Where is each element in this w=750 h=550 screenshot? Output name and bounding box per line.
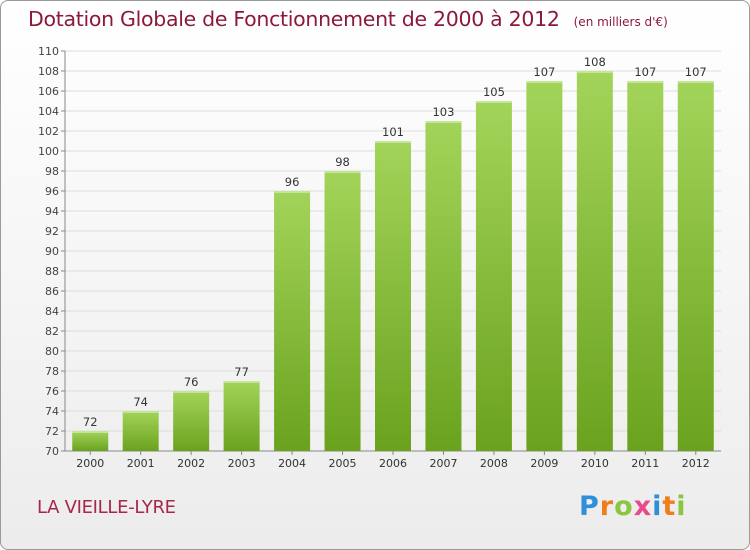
data-label: 108 xyxy=(584,55,606,69)
x-tick-label: 2008 xyxy=(480,457,508,470)
data-label: 76 xyxy=(184,375,199,389)
logo-letter: x xyxy=(633,491,653,522)
chart-title-main: Dotation Globale de Fonctionnement de 20… xyxy=(28,7,560,31)
data-label: 103 xyxy=(432,105,454,119)
bar-top-highlight xyxy=(223,381,260,383)
data-label: 107 xyxy=(533,65,555,79)
bar xyxy=(677,81,714,451)
x-tick-label: 2002 xyxy=(177,457,205,470)
bar-top-highlight xyxy=(425,121,462,123)
x-tick-label: 2001 xyxy=(127,457,155,470)
y-tick-label: 100 xyxy=(38,145,59,158)
x-tick-label: 2000 xyxy=(76,457,104,470)
data-label: 98 xyxy=(335,155,350,169)
bar-top-highlight xyxy=(627,81,664,83)
y-tick-label: 70 xyxy=(45,445,59,458)
bar-top-highlight xyxy=(526,81,563,83)
x-tick-label: 2006 xyxy=(379,457,407,470)
y-tick-label: 104 xyxy=(38,105,59,118)
x-tick-label: 2005 xyxy=(329,457,357,470)
y-tick-label: 84 xyxy=(45,305,59,318)
y-tick-label: 102 xyxy=(38,125,59,138)
bar-top-highlight xyxy=(475,101,512,103)
chart-title: Dotation Globale de Fonctionnement de 20… xyxy=(28,7,668,31)
logo-letter: r xyxy=(599,491,615,522)
bar xyxy=(375,141,411,451)
x-tick-label: 2003 xyxy=(228,457,256,470)
bar-top-highlight xyxy=(274,191,311,193)
bar xyxy=(475,101,512,451)
bar xyxy=(223,381,260,451)
bar xyxy=(526,81,563,451)
x-tick-label: 2012 xyxy=(682,457,710,470)
y-tick-label: 76 xyxy=(45,385,59,398)
proxiti-logo: Proxiti xyxy=(579,491,687,522)
bar xyxy=(627,81,664,451)
y-tick-label: 78 xyxy=(45,365,59,378)
logo-letter: i xyxy=(652,491,663,522)
data-label: 77 xyxy=(234,365,249,379)
y-tick-label: 72 xyxy=(45,425,59,438)
bar xyxy=(72,431,109,451)
bar xyxy=(274,191,311,451)
y-tick-label: 96 xyxy=(45,185,59,198)
y-tick-label: 74 xyxy=(45,405,59,418)
chart-subtitle: (en milliers d'€) xyxy=(573,15,668,29)
x-tick-label: 2004 xyxy=(278,457,306,470)
y-tick-label: 92 xyxy=(45,225,59,238)
data-label: 107 xyxy=(685,65,707,79)
y-tick-label: 110 xyxy=(38,45,59,58)
x-tick-label: 2010 xyxy=(581,457,609,470)
bar-top-highlight xyxy=(324,171,361,173)
commune-name: LA VIEILLE-LYRE xyxy=(37,497,176,518)
data-label: 96 xyxy=(285,175,300,189)
logo-letter: P xyxy=(579,491,600,522)
y-tick-label: 98 xyxy=(45,165,59,178)
data-label: 101 xyxy=(382,125,404,139)
bar-top-highlight xyxy=(375,141,411,143)
bar xyxy=(122,411,159,451)
bars xyxy=(72,71,714,451)
y-tick-label: 88 xyxy=(45,265,59,278)
y-tick-label: 86 xyxy=(45,285,59,298)
logo-letter: t xyxy=(662,491,677,522)
bar-top-highlight xyxy=(122,411,159,413)
y-tick-label: 82 xyxy=(45,325,59,338)
data-label: 72 xyxy=(83,415,98,429)
bar xyxy=(324,171,361,451)
logo-letter: o xyxy=(614,491,634,522)
y-tick-label: 94 xyxy=(45,205,59,218)
data-labels: 72 74 76 77 96 98 101 103 105 107 108 107 107 xyxy=(83,55,707,429)
bar-top-highlight xyxy=(576,71,613,73)
x-tick-label: 2009 xyxy=(530,457,558,470)
y-tick-label: 80 xyxy=(45,345,59,358)
bar-top-highlight xyxy=(72,431,109,433)
bar-top-highlight xyxy=(677,81,714,83)
data-label: 107 xyxy=(634,65,656,79)
data-label: 74 xyxy=(133,395,148,409)
y-tick-label: 90 xyxy=(45,245,59,258)
bar-top-highlight xyxy=(173,391,210,393)
x-tick-label: 2007 xyxy=(429,457,457,470)
x-tick-label: 2011 xyxy=(631,457,659,470)
data-label: 105 xyxy=(483,85,505,99)
y-tick-label: 108 xyxy=(38,65,59,78)
logo-letter: i xyxy=(676,491,687,522)
bar xyxy=(576,71,613,451)
y-tick-label: 106 xyxy=(38,85,59,98)
bar xyxy=(173,391,210,451)
bar xyxy=(425,121,462,451)
